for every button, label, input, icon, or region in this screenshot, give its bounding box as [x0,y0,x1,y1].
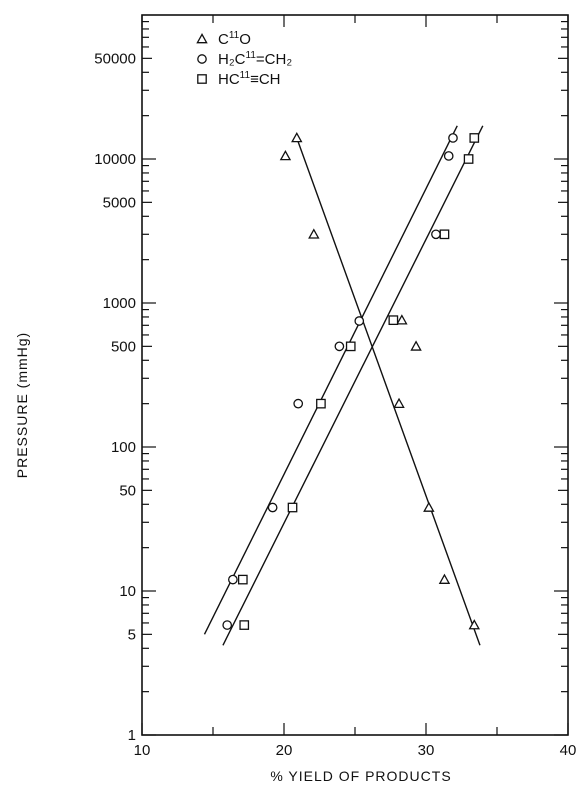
data-point-triangle [279,149,292,161]
data-point-circle [334,341,345,352]
x-axis-title: % YIELD OF PRODUCTS [270,768,451,784]
x-tick-label: 20 [276,742,293,759]
legend-label-square: HC11≡CH [218,70,280,88]
data-point-square [239,620,250,630]
data-point-circle [431,229,441,240]
fit-line-circle [203,125,458,635]
data-point-square [287,502,298,513]
data-point-square [439,229,450,240]
y-tick-label: 1000 [103,295,136,312]
data-point-triangle [423,501,435,512]
y-tick-label: 10 [119,583,136,600]
data-point-triangle [308,228,320,239]
data-point-square [463,154,474,164]
x-tick-label: 40 [560,742,577,759]
y-tick-label: 10000 [94,151,136,168]
data-point-triangle [291,131,303,143]
x-tick-label: 30 [418,742,435,759]
data-point-circle [222,620,233,630]
plot-frame [141,14,569,736]
y-tick-label: 50000 [94,50,136,67]
data-point-triangle [393,397,405,408]
data-point-circle [267,502,278,513]
legend-label-triangle: C11O [218,30,251,48]
fit-line-triangle [296,137,481,646]
legend-marker-square [197,74,207,84]
data-point-circle [443,151,454,161]
y-axis-title: PRESSURE (mmHg) [14,332,30,478]
data-point-square [388,315,399,326]
x-tick-label: 10 [134,742,151,759]
data-point-triangle [438,573,451,584]
legend-marker-circle [197,54,207,64]
y-tick-label: 5 [128,626,136,643]
data-point-triangle [410,340,422,351]
fit-line-square [222,125,484,646]
y-tick-label: 50 [119,482,136,499]
data-point-triangle [396,314,408,325]
data-point-circle [293,398,304,409]
y-tick-label: 5000 [103,194,136,211]
data-point-square [345,341,356,352]
data-point-square [469,133,480,143]
y-tick-label: 500 [111,338,136,355]
data-point-circle [354,316,365,326]
y-tick-label: 1 [128,727,136,744]
data-point-square [316,398,326,409]
y-tick-label: 100 [111,439,136,456]
legend-marker-triangle [196,33,208,44]
data-point-circle [448,133,458,143]
data-point-square [237,574,248,585]
legend-label-circle: H₂C11=CH₂ [218,50,292,68]
data-point-triangle [468,619,481,630]
data-point-circle [228,574,238,585]
